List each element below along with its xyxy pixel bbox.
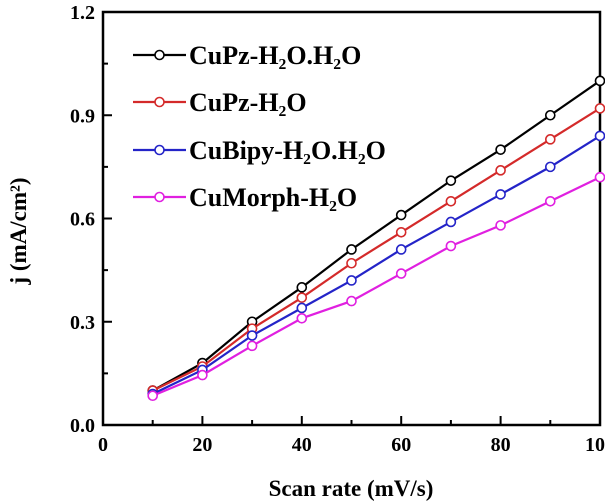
data-point [495,189,506,200]
data-point [594,171,605,183]
x-tick-label: 100 [585,434,605,456]
legend-marker [154,96,165,108]
x-axis-label: Scan rate (mV/s) [269,476,434,501]
y-tick-label: 0.3 [70,312,95,334]
y-tick-label: 0.6 [70,209,95,231]
data-point [445,216,457,228]
data-point [197,369,208,381]
data-point [246,340,258,352]
data-point [544,195,556,207]
legend-marker [154,144,165,156]
data-point [495,165,506,176]
legend-label: CuBipy-H₂O.H₂O [189,136,386,165]
data-point [445,175,457,186]
data-point [544,109,556,121]
legend: CuPz-H₂O.H₂O CuPz-H₂O CuBipy-H₂O.H₂O CuMorp… [133,41,386,212]
y-tick-label: 1.2 [70,2,95,24]
data-point [296,292,308,303]
data-point [594,103,605,114]
y-axis-ticks: 0.0 0.3 0.6 0.9 1.2 [70,2,112,437]
data-point [346,275,357,286]
series-line-1 [152,107,601,392]
x-tick-label: 0 [98,434,108,456]
y-tick-label: 0.9 [70,105,95,127]
legend-label: CuMorph-H₂O [189,183,357,212]
series-line-0 [152,79,601,392]
data-point [544,161,556,173]
data-point [296,313,308,324]
data-point [495,144,506,155]
series-line-2 [152,134,601,396]
data-point [395,268,407,279]
data-point [395,209,407,221]
x-tick-label: 80 [491,434,511,456]
x-tick-label: 60 [391,434,411,456]
series-line-3 [152,176,601,397]
data-point [296,302,308,314]
y-tick-label: 0.0 [70,415,95,437]
x-tick-label: 40 [292,434,312,456]
y-axis-label: j (mA/cm²) [6,177,31,285]
data-point [495,220,506,231]
x-tick-label: 20 [192,434,212,456]
data-point [594,130,605,142]
data-point [395,244,407,255]
series-layer [147,75,605,402]
data-point [544,134,556,145]
x-axis-ticks: 0 20 40 60 80 100 [98,416,605,456]
data-point [445,195,457,207]
plot-frame [101,10,602,427]
data-point [296,282,308,293]
data-point [346,257,357,269]
legend-label: CuPz-H₂O.H₂O [189,41,361,70]
data-point [594,75,605,87]
data-point [395,226,407,238]
data-point [346,295,357,307]
legend-marker [154,191,165,203]
legend-label: CuPz-H₂O [189,88,307,117]
data-point [147,390,158,402]
data-point [346,244,357,255]
data-point [445,240,457,252]
data-point [246,330,258,341]
legend-marker [154,49,165,61]
